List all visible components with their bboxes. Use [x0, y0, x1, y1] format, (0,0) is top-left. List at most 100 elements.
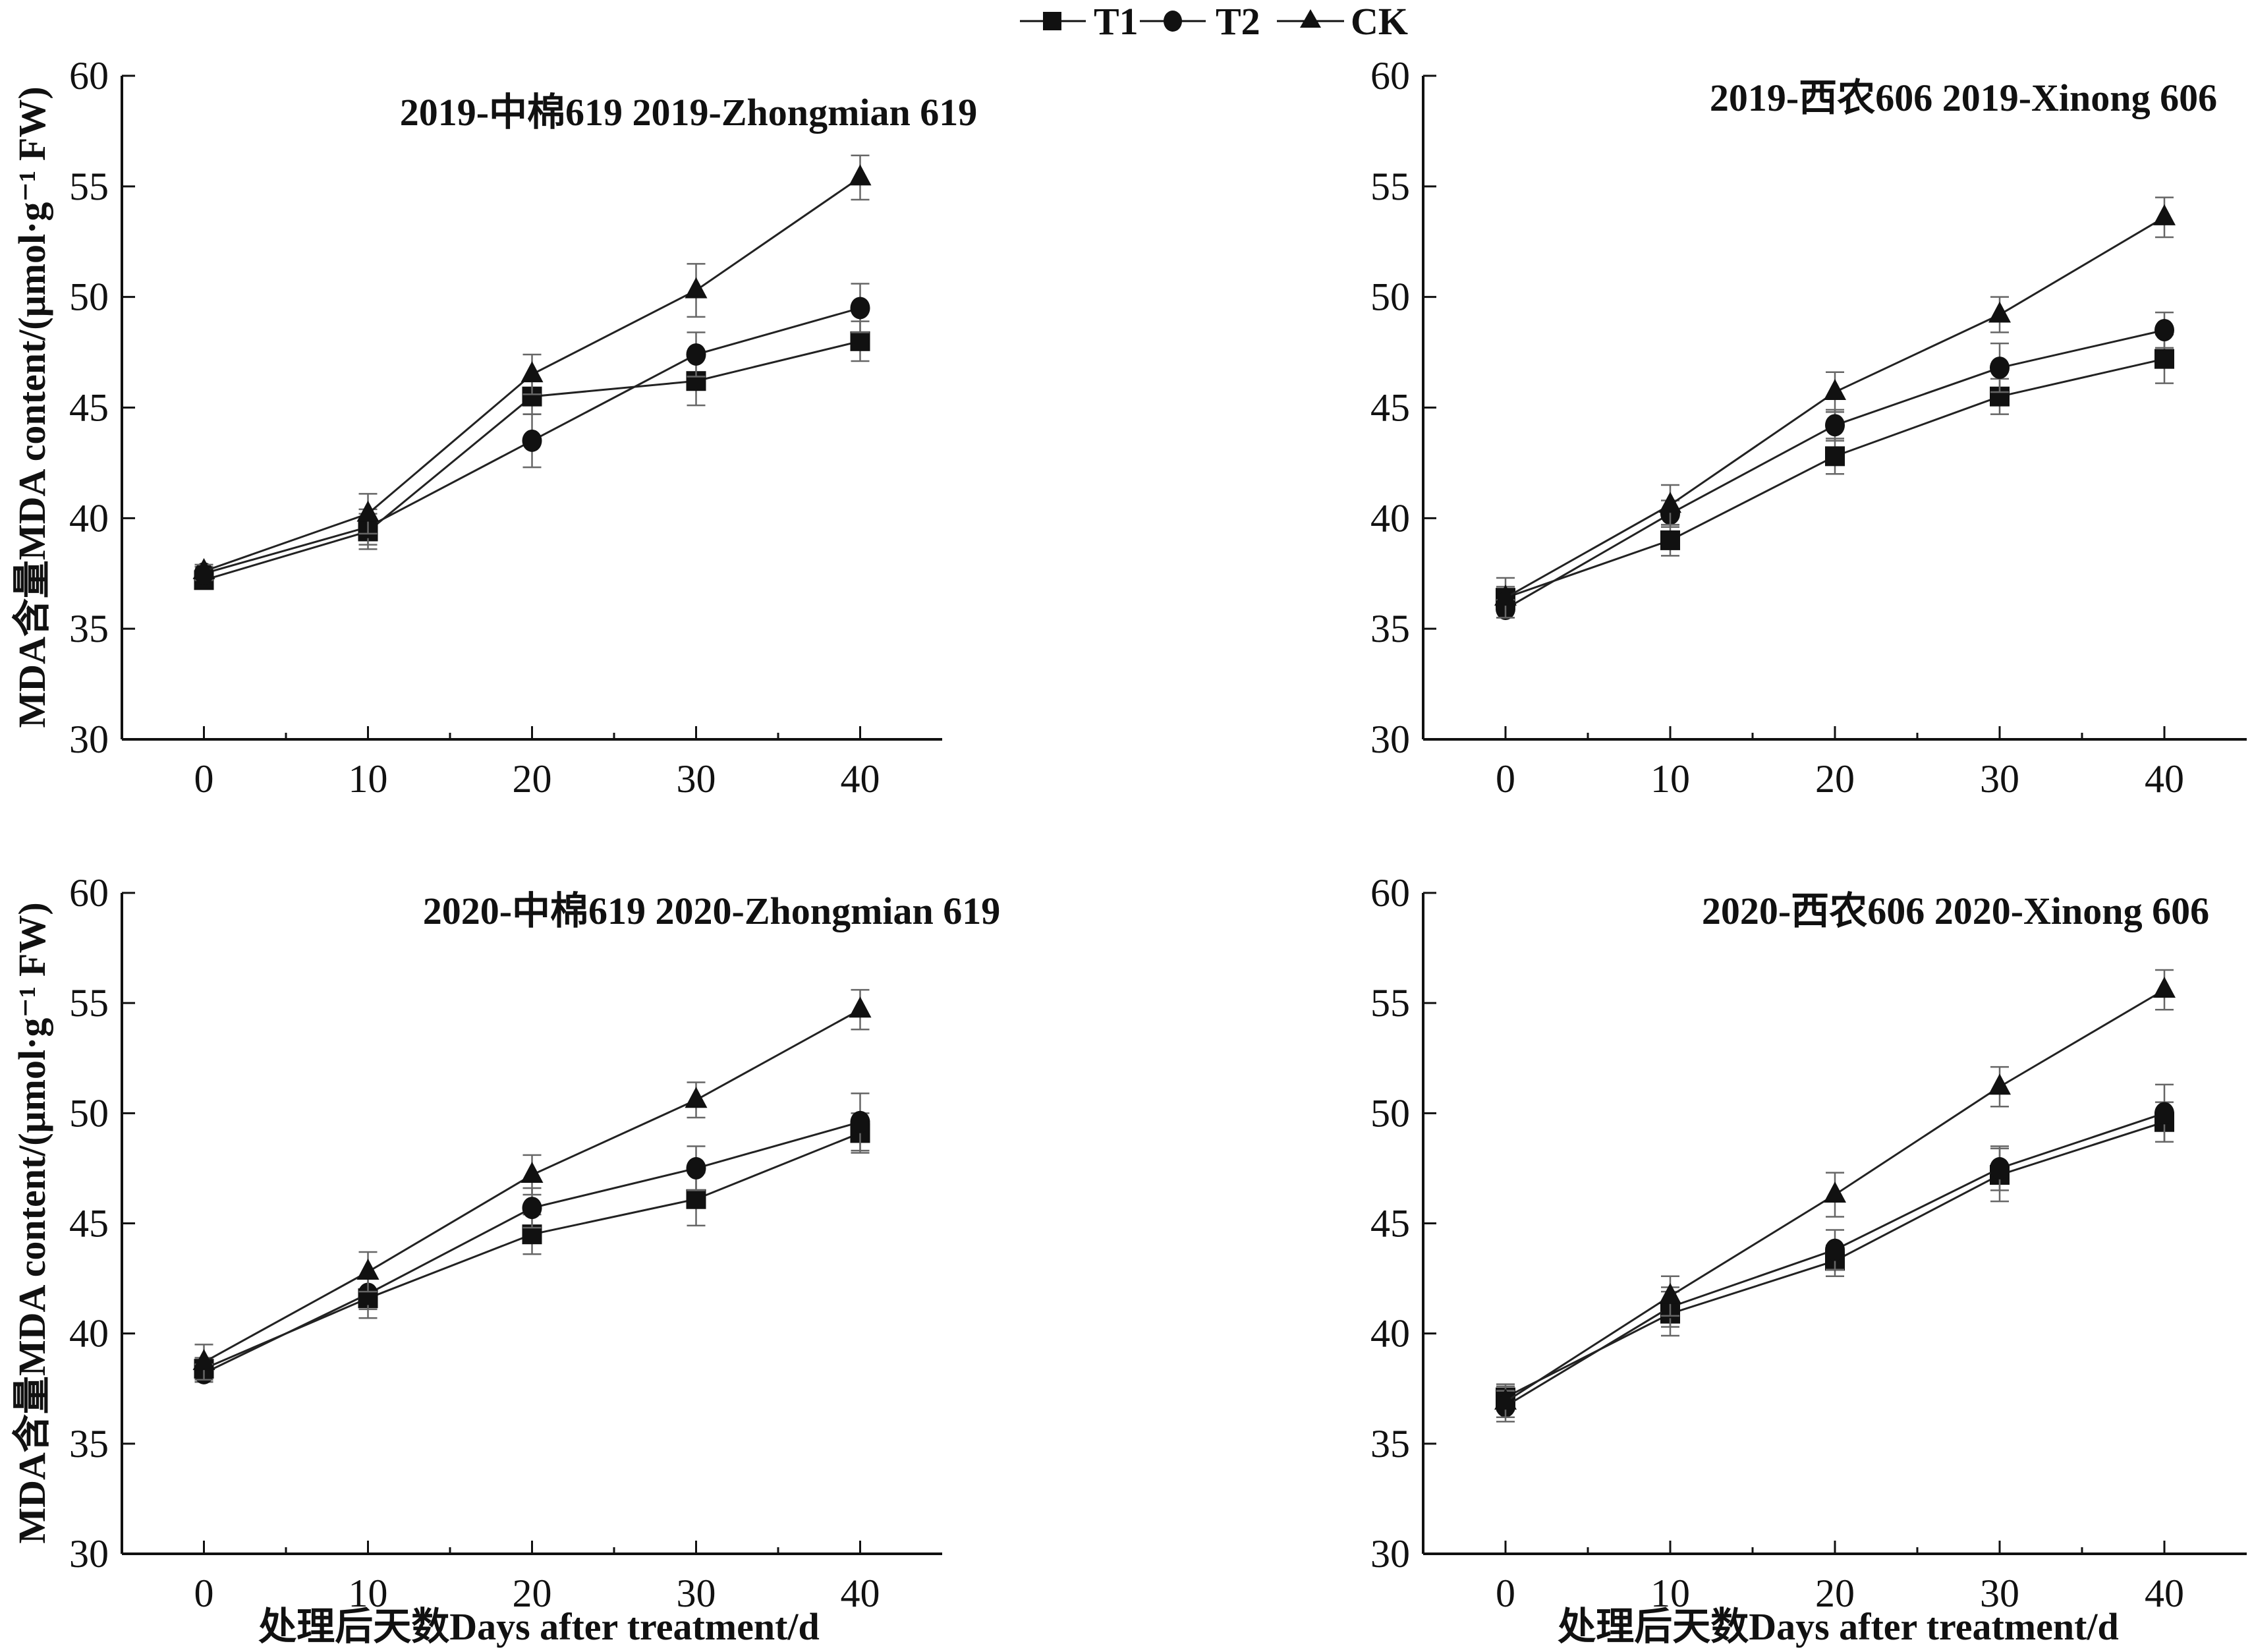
y-tick-label: 35 [1370, 1422, 1410, 1466]
legend: T1 T2 CK [1020, 0, 1408, 43]
x-tick-label: 30 [1980, 757, 2019, 801]
x-tick-label: 10 [1650, 1572, 1690, 1615]
series-ck [192, 988, 872, 1381]
triangle-marker-icon [1300, 9, 1321, 28]
data-point-t2 [686, 1156, 706, 1180]
y-tick-label: 45 [1370, 1202, 1410, 1245]
data-point-t2 [2154, 319, 2174, 342]
y-tick-label: 30 [1370, 718, 1410, 761]
data-point-ck [356, 500, 380, 522]
panel-title: 2020-中棉619 2020-Zhongmian 619 [423, 890, 1001, 932]
data-point-ck [1824, 379, 1846, 401]
y-tick-label: 40 [69, 496, 109, 540]
data-point-t1 [1660, 530, 1680, 550]
y-tick-label: 45 [69, 1202, 109, 1245]
y-tick-label: 55 [1370, 981, 1410, 1025]
data-point-ck [1988, 1073, 2011, 1095]
y-tick-label: 55 [69, 981, 109, 1025]
x-tick-label: 0 [194, 757, 214, 801]
data-point-t2 [1825, 414, 1845, 437]
legend-item-t2: T2 [1140, 0, 1260, 43]
series-ck [192, 154, 872, 579]
x-axis-title-left: 处理后天数Days after treatment/d [258, 1605, 820, 1648]
data-point-ck [2153, 977, 2176, 998]
y-tick-label: 35 [69, 607, 109, 650]
x-tick-label: 10 [349, 757, 388, 801]
data-point-ck [1659, 492, 1681, 513]
legend-item-t1: T1 [1020, 0, 1139, 43]
data-point-ck [1659, 1282, 1681, 1304]
y-tick-label: 40 [1370, 496, 1410, 540]
y-tick-label: 55 [69, 165, 109, 208]
x-tick-label: 20 [1815, 757, 1855, 801]
y-tick-label: 60 [1370, 871, 1410, 915]
panel-title: 2020-西农606 2020-Xinong 606 [1702, 890, 2209, 932]
square-marker-icon [1043, 12, 1061, 30]
y-tick-label: 30 [1370, 1532, 1410, 1576]
data-point-t1 [850, 331, 870, 351]
data-point-ck [521, 361, 544, 383]
y-tick-label: 50 [69, 1091, 109, 1135]
y-tick-label: 60 [1370, 54, 1410, 98]
data-point-t2 [2154, 1102, 2174, 1125]
y-tick-label: 45 [69, 386, 109, 430]
data-point-ck [849, 164, 872, 186]
data-point-t2 [1990, 356, 2010, 380]
x-tick-label: 30 [1980, 1572, 2019, 1615]
y-tick-label: 45 [1370, 386, 1410, 430]
data-point-t2 [358, 1282, 378, 1305]
y-axis-title-bottom: MDA含量MDA content/(μmol·g⁻¹ FW) [11, 902, 53, 1543]
y-tick-label: 50 [69, 275, 109, 319]
legend-item-ck: CK [1277, 0, 1408, 43]
data-point-t2 [850, 297, 870, 320]
y-tick-label: 30 [69, 1532, 109, 1576]
data-point-ck [1824, 1182, 1846, 1203]
data-point-ck [521, 1161, 544, 1183]
legend-label-t1: T1 [1094, 0, 1139, 43]
y-tick-label: 35 [69, 1422, 109, 1466]
x-tick-label: 30 [677, 757, 716, 801]
x-tick-label: 20 [513, 1572, 552, 1615]
y-tick-label: 40 [1370, 1312, 1410, 1355]
x-tick-label: 20 [1815, 1572, 1855, 1615]
panel-title: 2019-西农606 2019-Xinong 606 [1710, 76, 2217, 119]
data-point-t2 [686, 343, 706, 366]
data-point-ck [1494, 584, 1517, 606]
panel-2019-zhongmian-619: 30 35 40 45 50 55 60 0 10 20 30 40 2019-中棉619 2019-Z… [69, 54, 977, 801]
data-point-ck [1988, 301, 2011, 323]
x-tick-label: 40 [2145, 757, 2184, 801]
series-t1 [194, 1112, 870, 1381]
data-point-t2 [1990, 1156, 2010, 1180]
data-point-ck [192, 557, 215, 579]
legend-label-t2: T2 [1216, 0, 1260, 43]
series-ck [1494, 969, 2176, 1418]
data-point-ck [685, 277, 708, 299]
x-tick-label: 0 [194, 1572, 214, 1615]
series-t2 [194, 1092, 870, 1384]
x-tick-label: 10 [349, 1572, 388, 1615]
y-tick-label: 60 [69, 871, 109, 915]
data-point-ck [192, 1349, 215, 1371]
panel-2019-xinong-606: 30 35 40 45 50 55 60 0 10 20 30 40 2019-西农606 2019-X… [1370, 54, 2247, 801]
circle-marker-icon [1164, 11, 1182, 32]
data-point-ck [849, 996, 872, 1018]
x-tick-label: 20 [513, 757, 552, 801]
data-point-t1 [1825, 446, 1845, 467]
x-tick-label: 0 [1496, 757, 1515, 801]
x-tick-label: 40 [841, 757, 880, 801]
data-point-t1 [2154, 349, 2174, 369]
y-tick-label: 55 [1370, 165, 1410, 208]
data-point-ck [2153, 204, 2176, 225]
panel-title: 2019-中棉619 2019-Zhongmian 619 [400, 91, 978, 134]
panel-2020-zhongmian-619: 30 35 40 45 50 55 60 0 10 20 30 40 2020-中棉619 2020-Z… [69, 871, 1000, 1615]
y-axis-title-top: MDA含量MDA content/(μmol·g⁻¹ FW) [11, 86, 53, 727]
y-tick-label: 50 [1370, 1091, 1410, 1135]
data-point-t2 [522, 429, 542, 452]
y-tick-label: 35 [1370, 607, 1410, 650]
x-tick-label: 10 [1650, 757, 1690, 801]
data-point-t2 [522, 1197, 542, 1220]
data-point-t2 [1825, 1238, 1845, 1261]
y-tick-label: 40 [69, 1312, 109, 1355]
data-point-t1 [686, 1189, 706, 1209]
